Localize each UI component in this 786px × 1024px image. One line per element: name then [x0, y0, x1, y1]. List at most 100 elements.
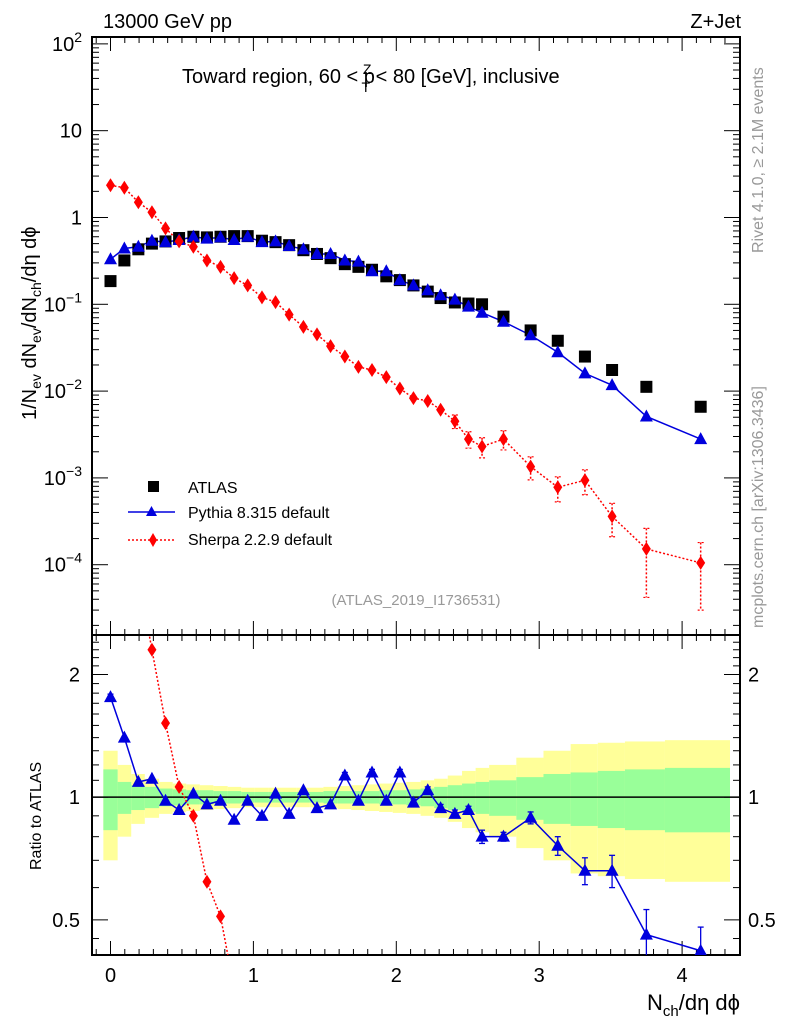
data-point-diamond	[395, 381, 405, 396]
ratio-ylabel: Ratio to ATLAS	[28, 762, 45, 870]
stat-band-bin	[543, 773, 571, 824]
sherpa-ratio-point	[202, 874, 212, 889]
data-point-square	[551, 334, 564, 347]
pythia-ratio-point	[296, 783, 310, 796]
data-point-triangle	[694, 432, 708, 445]
mcplots-label: mcplots.cern.ch [arXiv:1306.3436]	[750, 386, 767, 628]
header-right: Z+Jet	[690, 11, 741, 33]
data-point-diamond	[202, 253, 212, 268]
data-point-diamond	[463, 432, 473, 447]
rivet-label: Rivet 4.1.0, ≥ 2.1M events	[750, 67, 767, 253]
pythia-ratio-point	[365, 765, 379, 778]
stat-band-bin	[489, 780, 517, 816]
data-point-diamond	[367, 363, 377, 378]
pythia-ratio-point	[475, 829, 489, 842]
y-tick-label: 10−1	[44, 289, 82, 316]
x-tick-label: 2	[391, 965, 402, 987]
data-point-square	[118, 254, 131, 267]
data-point-triangle	[434, 288, 448, 301]
sherpa-ratio-point	[161, 716, 171, 731]
data-point-triangle	[379, 264, 393, 277]
y-tick-label: 1	[71, 207, 82, 229]
data-point-square	[578, 350, 591, 363]
legend-marker-sherpa	[149, 533, 157, 547]
ratio-tick-label-left: 1	[69, 787, 80, 809]
pythia-ratio-point	[241, 793, 255, 806]
stat-band-bin	[570, 772, 598, 826]
pythia-ratio-point	[434, 801, 448, 814]
pythia-ratio-point	[324, 797, 338, 810]
data-point-square	[606, 364, 619, 377]
y-tick-label: 10−2	[44, 376, 82, 403]
pythia-ratio-point	[145, 771, 159, 784]
pythia-ratio-point	[639, 927, 653, 940]
x-axis-label: Nch/dη dϕ	[647, 990, 740, 1020]
stat-band-bin	[597, 770, 625, 829]
series-line-1	[110, 235, 701, 440]
data-point-triangle	[296, 242, 310, 255]
y-tick-label: 10−3	[44, 463, 82, 490]
data-point-triangle	[338, 253, 352, 266]
pythia-ratio-point	[421, 783, 435, 796]
data-point-diamond	[133, 195, 143, 210]
data-point-triangle	[406, 278, 420, 291]
ratio-tick-label-right: 0.5	[748, 910, 776, 932]
data-point-triangle	[639, 409, 653, 422]
ratio-series	[104, 635, 707, 955]
data-point-diamond	[326, 339, 336, 354]
data-point-triangle	[524, 328, 538, 341]
ratio-frame	[91, 634, 741, 956]
data-point-diamond	[257, 290, 267, 305]
legend-label-pythia: Pythia 8.315 default	[188, 505, 330, 522]
data-point-triangle	[145, 233, 159, 246]
data-point-diamond	[423, 393, 433, 408]
x-tick-label: 3	[534, 965, 545, 987]
pythia-ratio-point	[524, 810, 538, 823]
data-point-diamond	[147, 205, 157, 220]
data-point-triangle	[241, 229, 255, 242]
y-tick-label: 102	[52, 29, 82, 56]
legend-label-atlas: ATLAS	[188, 480, 238, 497]
sherpa-ratio-line	[148, 635, 229, 955]
data-point-diamond	[450, 414, 460, 429]
legend-marker-atlas	[148, 481, 159, 492]
data-point-triangle	[117, 241, 131, 254]
pythia-ratio-point	[282, 806, 296, 819]
data-point-diamond	[580, 473, 590, 488]
data-point-diamond	[298, 319, 308, 334]
data-point-square	[640, 380, 653, 393]
data-point-triangle	[496, 314, 510, 327]
x-tick-label: 1	[248, 965, 259, 987]
pythia-ratio-point	[551, 838, 565, 851]
ratio-tick-label-left: 0.5	[52, 910, 80, 932]
data-point-diamond	[340, 349, 350, 364]
analysis-watermark: (ATLAS_2019_I1736531)	[331, 592, 500, 609]
ratio-series-group	[104, 635, 707, 955]
data-point-diamond	[284, 307, 294, 322]
data-point-triangle	[365, 264, 379, 277]
pythia-ratio-point	[255, 808, 269, 821]
stat-band-bin	[103, 769, 118, 831]
data-point-triangle	[551, 345, 565, 358]
data-point-diamond	[641, 541, 651, 556]
data-point-triangle	[475, 305, 489, 318]
data-point-triangle	[448, 292, 462, 305]
header-left: 13000 GeV pp	[103, 11, 232, 33]
data-point-triangle	[605, 378, 619, 391]
data-point-square	[694, 400, 707, 413]
data-point-triangle	[227, 233, 241, 246]
legend-marker-pythia	[146, 506, 157, 516]
pythia-ratio-point	[351, 793, 365, 806]
data-point-diamond	[526, 459, 536, 474]
pythia-ratio-point	[379, 793, 393, 806]
data-point-diamond	[174, 234, 184, 249]
pythia-ratio-point	[694, 943, 707, 955]
main-series	[104, 178, 708, 611]
legend: ATLAS Pythia 8.315 default Sherpa 2.2.9 …	[128, 480, 333, 549]
data-point-triangle	[351, 254, 365, 267]
data-point-triangle	[461, 299, 475, 312]
data-point-triangle	[269, 234, 283, 247]
data-point-diamond	[188, 239, 198, 254]
pythia-ratio-point	[461, 803, 475, 816]
ratio-axes: 0 1 2 3 4 2 2 1 1 0.5 0.5	[52, 37, 776, 987]
